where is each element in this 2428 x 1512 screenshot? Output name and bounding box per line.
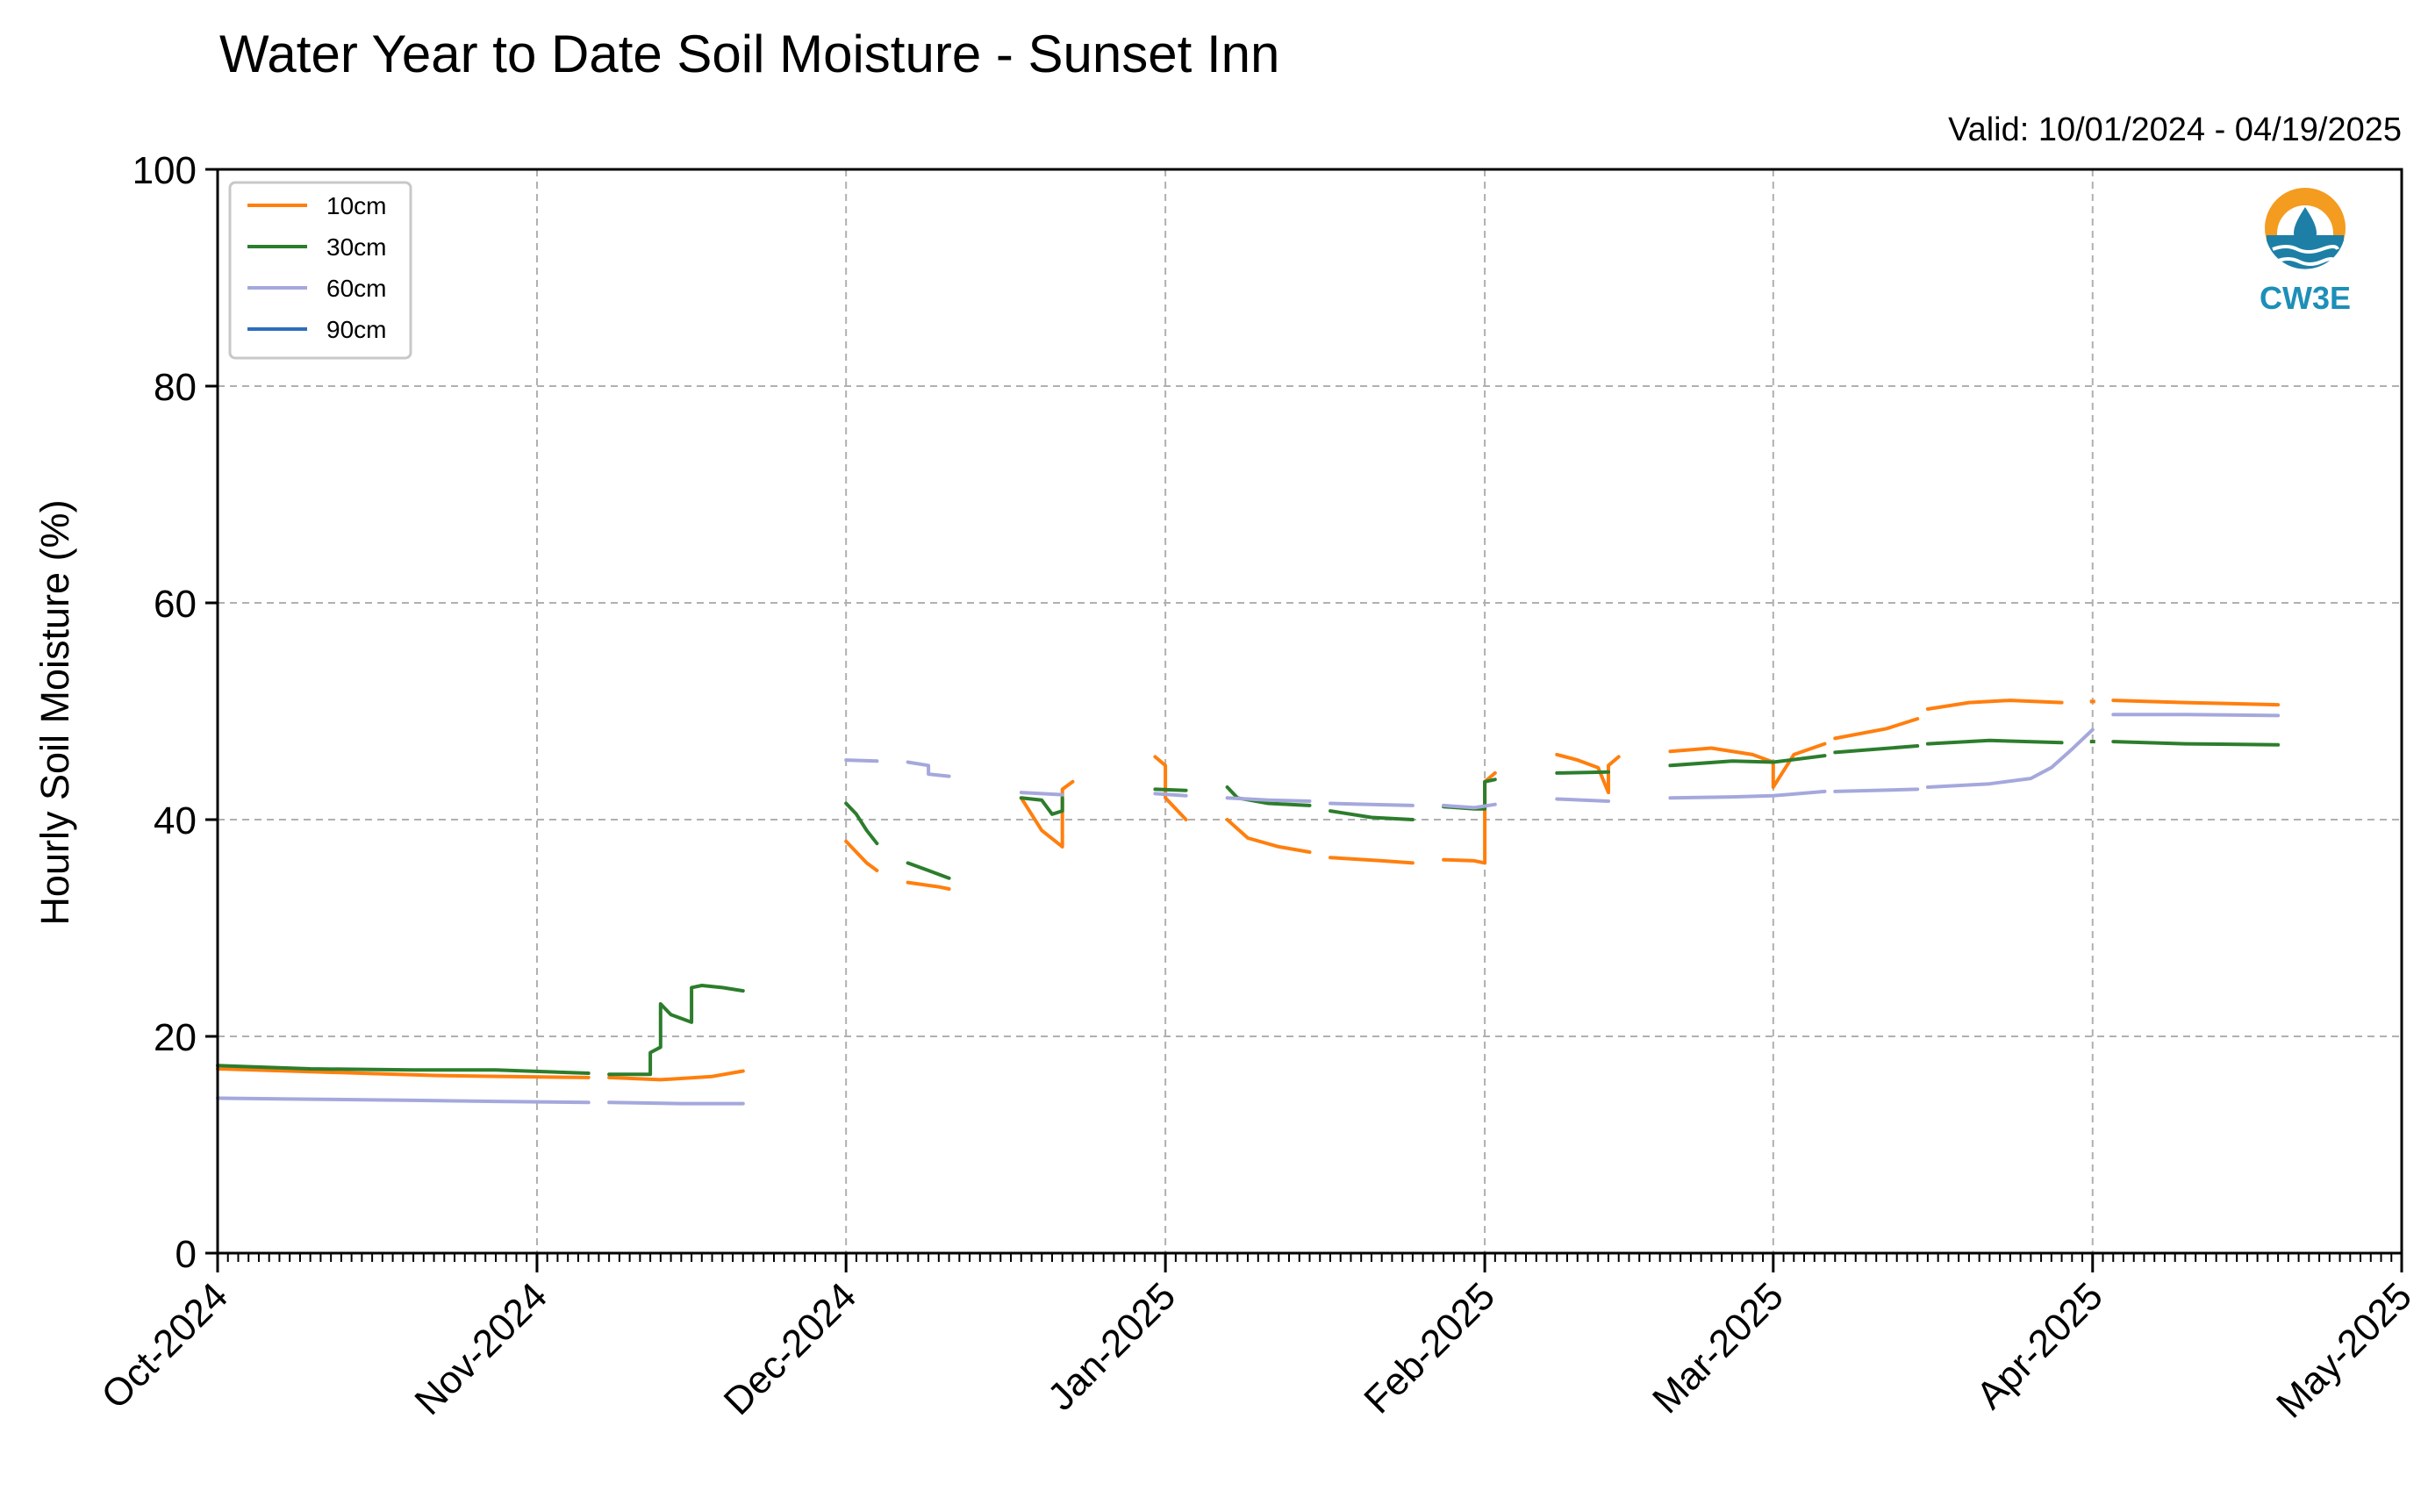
- x-tick-label: Nov-2024: [406, 1274, 555, 1423]
- y-tick-label: 0: [175, 1233, 197, 1276]
- series-60cm-line: [1925, 727, 2095, 789]
- series-60cm-line: [2111, 713, 2281, 718]
- series-30cm-line: [1019, 796, 1064, 816]
- x-tick-label: Feb-2025: [1356, 1274, 1503, 1422]
- legend-frame: [228, 181, 412, 360]
- series-10cm-line: [216, 1067, 591, 1079]
- series-10cm-line: [906, 880, 951, 891]
- series-30cm-line: [1153, 787, 1188, 792]
- series-60cm-line: [1019, 791, 1064, 797]
- series-30cm-line: [1668, 754, 1827, 768]
- chart-subtitle: Valid: 10/01/2024 - 04/19/2025: [1948, 111, 2402, 148]
- chart-title: Water Year to Date Soil Moisture - Sunse…: [219, 25, 1279, 83]
- logo-text: CW3E: [2260, 280, 2351, 316]
- series-30cm-line: [607, 984, 745, 1077]
- series-30cm-line: [1225, 785, 1312, 807]
- legend-label-90cm: 90cm: [326, 316, 386, 343]
- series-30cm-line: [2111, 740, 2281, 747]
- series-10cm-line: [1019, 779, 1075, 849]
- series-60cm-line: [1833, 787, 1920, 793]
- series-30cm-line: [216, 1064, 591, 1075]
- series-10cm-line: [1329, 856, 1415, 865]
- series-30cm-line: [906, 861, 951, 880]
- x-tick-label: Mar-2025: [1644, 1274, 1792, 1422]
- series-30cm-line: [1833, 744, 1920, 755]
- series-60cm-line: [1442, 802, 1497, 810]
- y-tick-label: 80: [154, 366, 197, 409]
- plot-series: [216, 699, 2281, 1106]
- x-tick-label: May-2025: [2268, 1274, 2420, 1426]
- grid: [217, 168, 2403, 1254]
- x-tick-label: Apr-2025: [1968, 1274, 2111, 1417]
- series-60cm-line: [1555, 797, 1610, 803]
- x-tick-label: Dec-2024: [716, 1274, 865, 1423]
- series-10cm-line: [1153, 755, 1188, 821]
- y-tick-label: 20: [154, 1016, 197, 1059]
- series-60cm-line: [844, 758, 879, 763]
- axes: 0 20 40 60 80 100 Oct-2024 Nov-2024 Dec-2024 Jan-…: [93, 149, 2420, 1426]
- y-axis-label: Hourly Soil Moisture (%): [32, 499, 77, 925]
- series-10cm-line: [1225, 818, 1312, 854]
- series-10cm-line: [1925, 699, 2064, 711]
- series-10cm-line: [1833, 717, 1920, 741]
- legend-label-10cm: 10cm: [326, 192, 386, 219]
- series-30cm-line: [1925, 738, 2064, 746]
- y-tick-label: 60: [154, 583, 197, 626]
- logo-drop-icon: [2294, 207, 2317, 245]
- y-tick-label: 100: [133, 149, 197, 192]
- legend-label-60cm: 60cm: [326, 275, 386, 302]
- series-60cm-line: [1329, 801, 1415, 807]
- x-tick-label: Jan-2025: [1040, 1274, 1184, 1418]
- x-tick-label: Oct-2024: [93, 1274, 236, 1417]
- series-60cm-line: [216, 1096, 591, 1105]
- series-60cm-line: [1668, 789, 1827, 800]
- series-60cm-line: [906, 760, 951, 778]
- series-30cm-line: [844, 801, 879, 846]
- series-10cm-line: [2111, 699, 2281, 707]
- series-10cm-line: [607, 1069, 745, 1082]
- series-30cm-line: [1329, 809, 1415, 821]
- cw3e-logo: CW3E: [2260, 188, 2351, 316]
- series-10cm-line: [844, 839, 879, 872]
- series-60cm-line: [1153, 792, 1188, 798]
- series-60cm-line: [1225, 796, 1312, 803]
- y-tick-label: 40: [154, 799, 197, 842]
- series-10cm-line: [1442, 770, 1497, 865]
- series-30cm-line: [1555, 770, 1610, 775]
- series-10cm-line: [1555, 752, 1621, 795]
- series-60cm-line: [607, 1100, 745, 1106]
- plot-frame: [216, 168, 2403, 1255]
- legend: 10cm 30cm 60cm 90cm: [228, 181, 412, 360]
- legend-label-30cm: 30cm: [326, 233, 386, 261]
